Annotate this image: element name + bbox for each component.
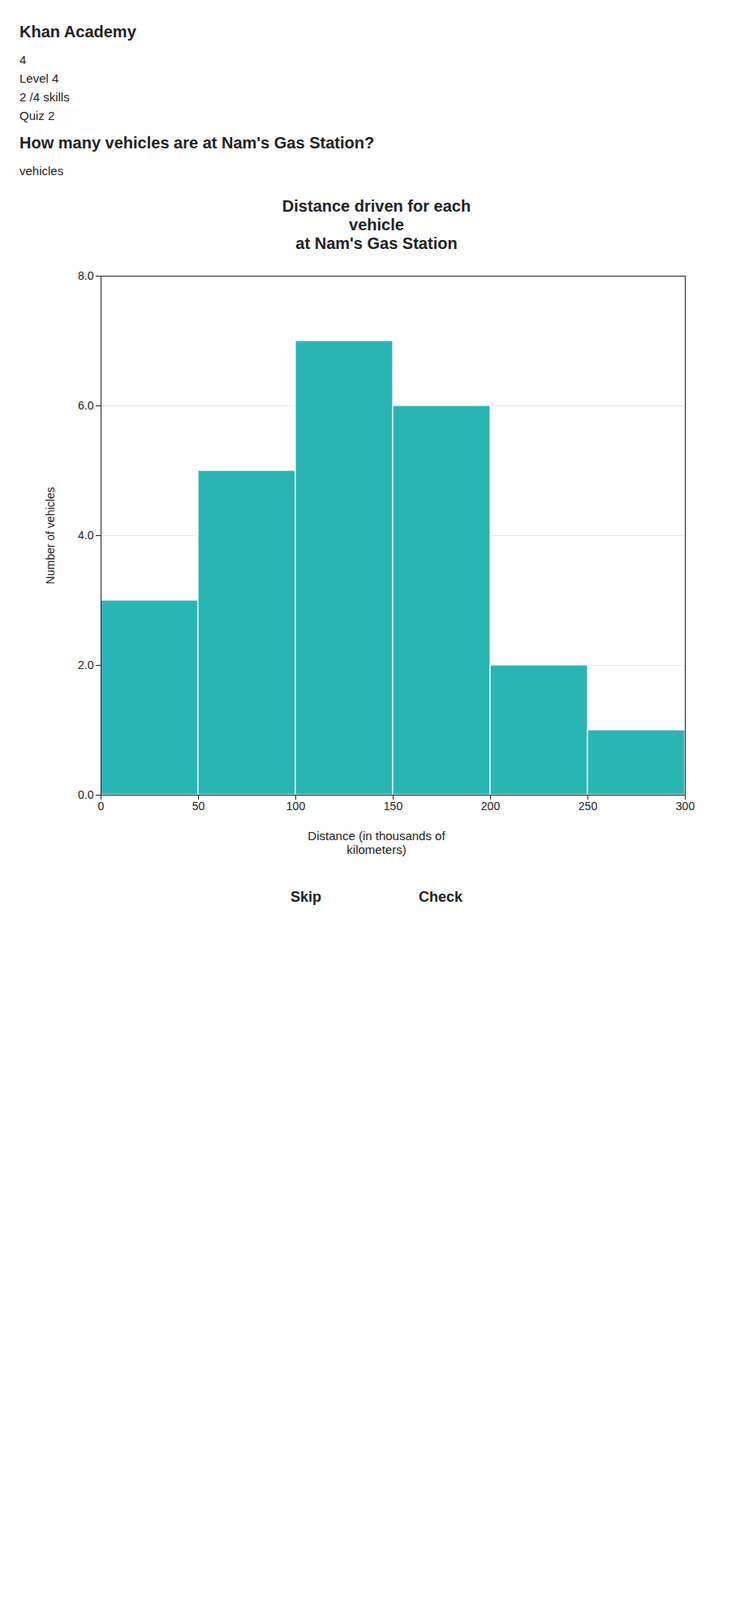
svg-text:0.0: 0.0 [77, 788, 95, 802]
svg-text:0: 0 [98, 800, 105, 814]
svg-text:200: 200 [481, 800, 501, 814]
svg-text:300: 300 [675, 800, 696, 814]
html-text:Distance driven for each vehic: Distance driven for each vehicle at Nam'… [282, 197, 471, 253]
svg-text:8.0: 8.0 [77, 269, 95, 283]
svg-text:Number of vehicles: Number of vehicles [43, 487, 57, 586]
html-text:Quiz 2: Quiz 2 [19, 108, 55, 123]
svg-text:4.0: 4.0 [77, 529, 95, 543]
svg-text:100: 100 [286, 800, 306, 814]
svg-text:6.0: 6.0 [77, 399, 95, 413]
html-text:Check: Check [418, 889, 463, 906]
html-text:How many vehicles are at Nam's: How many vehicles are at Nam's Gas Stati… [19, 133, 375, 152]
html-text:Distance (in thousands of kilo: Distance (in thousands of kilometers) [307, 829, 446, 857]
html-text:Skip: Skip [290, 889, 322, 906]
svg-text:250: 250 [578, 800, 599, 814]
svg-text:2.0: 2.0 [77, 658, 95, 672]
html-text:vehicles: vehicles [19, 163, 64, 178]
html-text:2 /4 skills: 2 /4 skills [19, 90, 70, 104]
svg-text:50: 50 [192, 800, 206, 814]
html-text:Khan Academy: Khan Academy [19, 22, 137, 41]
html-text:4: 4 [19, 52, 27, 67]
html-text:Level 4: Level 4 [19, 71, 59, 86]
svg-text:150: 150 [383, 800, 404, 814]
